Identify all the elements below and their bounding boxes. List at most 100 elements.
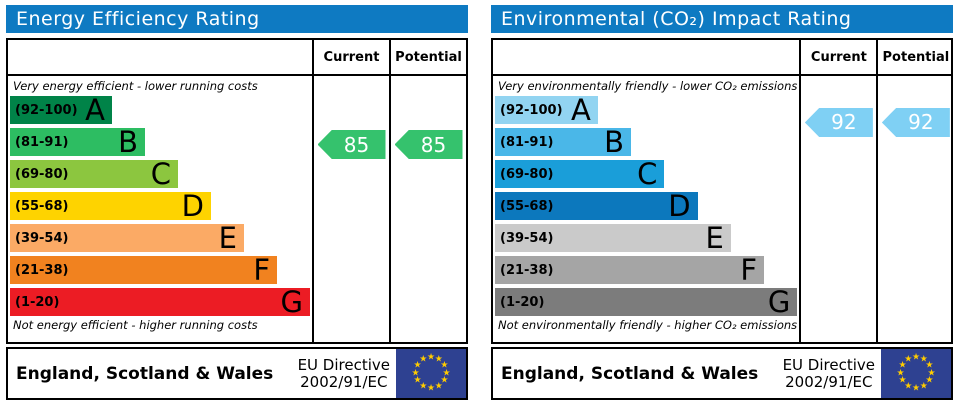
band-row-b: (81-91) B <box>10 125 145 159</box>
eu-star-icon: ★ <box>898 375 907 386</box>
band-row-a: (92-100) A <box>495 93 598 127</box>
current-rating-arrow: 92 <box>804 107 873 137</box>
band-letter: G <box>280 285 303 319</box>
eu-star-icon: ★ <box>440 375 449 386</box>
eu-star-icon: ★ <box>426 383 436 394</box>
eu-star-icon: ★ <box>440 360 449 371</box>
chart-title: Energy Efficiency Rating <box>16 8 260 30</box>
energy-efficiency-chart: Energy Efficiency Rating Current Potenti… <box>6 5 468 400</box>
eu-star-icon: ★ <box>904 354 913 365</box>
top-caption: Very energy efficient - lower running co… <box>13 79 258 93</box>
energy-footer: England, Scotland & Wales EU Directive 2… <box>6 347 468 400</box>
band-letter: E <box>705 221 724 255</box>
eu-star-icon: ★ <box>925 375 934 386</box>
eu-star-icon: ★ <box>434 381 443 392</box>
band-scale-cell: Very environmentally friendly - lower CO… <box>493 76 799 342</box>
potential-rating-arrow: 85 <box>394 130 463 160</box>
band-letter: D <box>181 189 204 223</box>
region-label: England, Scotland & Wales <box>501 363 759 384</box>
energy-title-bar: Energy Efficiency Rating <box>6 5 468 33</box>
band-row-d: (55-68) D <box>10 189 211 223</box>
band-row-g: (1-20) G <box>495 285 798 319</box>
potential-rating-cell: 85 <box>389 76 466 342</box>
band-range-label: (69-80) <box>500 166 554 182</box>
eu-star-icon: ★ <box>911 352 921 363</box>
band-letter: F <box>740 253 758 287</box>
band-range-label: (1-20) <box>15 294 60 310</box>
eu-star-icon: ★ <box>419 354 428 365</box>
band-scale: (92-100) A (81-91) B (69-80) C (55-68) D (39-54)… <box>495 93 798 319</box>
eu-star-icon: ★ <box>411 368 420 378</box>
environmental-rating-table: Current Potential Very environmentally f… <box>491 38 954 344</box>
eu-star-icon: ★ <box>898 360 907 371</box>
eu-star-icon: ★ <box>927 368 936 378</box>
band-row-d: (55-68) D <box>495 189 698 223</box>
current-rating-arrow: 85 <box>317 130 386 160</box>
band-range-label: (39-54) <box>500 230 554 246</box>
band-row-c: (69-80) C <box>10 157 178 191</box>
eu-star-icon: ★ <box>896 368 905 378</box>
band-letter: E <box>218 221 237 255</box>
header-spacer-cell <box>8 40 312 76</box>
environmental-footer: England, Scotland & Wales EU Directive 2… <box>491 347 953 400</box>
eu-star-icon: ★ <box>442 368 451 378</box>
bottom-caption: Not environmentally friendly - higher CO… <box>498 318 798 332</box>
potential-column-header: Potential <box>876 40 954 76</box>
band-row-f: (21-38) F <box>495 253 765 287</box>
band-range-label: (55-68) <box>15 198 69 214</box>
eu-star-icon: ★ <box>413 360 422 371</box>
band-row-c: (69-80) C <box>495 157 665 191</box>
environmental-impact-chart: Environmental (CO₂) Impact Rating Curren… <box>491 5 954 400</box>
band-range-label: (21-38) <box>15 262 69 278</box>
eu-directive-line2: 2002/91/EC <box>785 372 873 391</box>
eu-star-icon: ★ <box>925 360 934 371</box>
band-range-label: (21-38) <box>500 262 554 278</box>
band-range-label: (1-20) <box>500 294 545 310</box>
band-range-label: (55-68) <box>500 198 554 214</box>
eu-directive-label: EU Directive 2002/91/EC <box>782 355 875 391</box>
eu-star-icon: ★ <box>434 354 443 365</box>
band-range-label: (92-100) <box>500 102 563 118</box>
band-row-a: (92-100) A <box>10 93 112 127</box>
eu-directive-line1: EU Directive <box>782 355 875 374</box>
band-letter: C <box>637 157 658 191</box>
band-letter: B <box>604 125 625 159</box>
band-row-e: (39-54) E <box>495 221 731 255</box>
current-rating-cell: 85 <box>312 76 389 342</box>
region-label: England, Scotland & Wales <box>16 363 274 384</box>
eu-star-icon: ★ <box>904 381 913 392</box>
band-row-e: (39-54) E <box>10 221 244 255</box>
band-letter: A <box>570 93 591 127</box>
potential-column-header: Potential <box>389 40 466 76</box>
band-range-label: (92-100) <box>15 102 78 118</box>
eu-star-icon: ★ <box>919 381 928 392</box>
eu-star-icon: ★ <box>413 375 422 386</box>
potential-rating-cell: 92 <box>876 76 953 342</box>
eu-star-icon: ★ <box>919 354 928 365</box>
eu-directive-line2: 2002/91/EC <box>300 372 388 391</box>
band-letter: C <box>150 157 171 191</box>
band-letter: A <box>85 93 105 127</box>
band-letter: D <box>668 189 691 223</box>
band-range-label: (81-91) <box>500 134 554 150</box>
band-row-b: (81-91) B <box>495 125 632 159</box>
eu-flag-icon: ★ ★ ★ ★ ★ ★ ★ ★ ★ ★ ★ ★ <box>881 349 951 398</box>
current-rating-cell: 92 <box>799 76 876 342</box>
band-scale-cell: Very energy efficient - lower running co… <box>8 76 312 342</box>
band-row-f: (21-38) F <box>10 253 277 287</box>
eu-star-icon: ★ <box>426 352 436 363</box>
bottom-caption: Not energy efficient - higher running co… <box>13 318 258 332</box>
environmental-title-bar: Environmental (CO₂) Impact Rating <box>491 5 953 33</box>
current-column-header: Current <box>312 40 389 76</box>
band-letter: G <box>767 285 791 319</box>
band-letter: F <box>253 253 270 287</box>
band-range-label: (39-54) <box>15 230 69 246</box>
band-scale: (92-100) A (81-91) B (69-80) C (55-68) D (39-54)… <box>10 93 310 319</box>
band-letter: B <box>118 125 138 159</box>
eu-star-icon: ★ <box>419 381 428 392</box>
eu-star-icon: ★ <box>911 383 921 394</box>
band-row-g: (1-20) G <box>10 285 310 319</box>
potential-rating-arrow: 92 <box>881 107 950 137</box>
header-spacer-cell <box>493 40 800 76</box>
